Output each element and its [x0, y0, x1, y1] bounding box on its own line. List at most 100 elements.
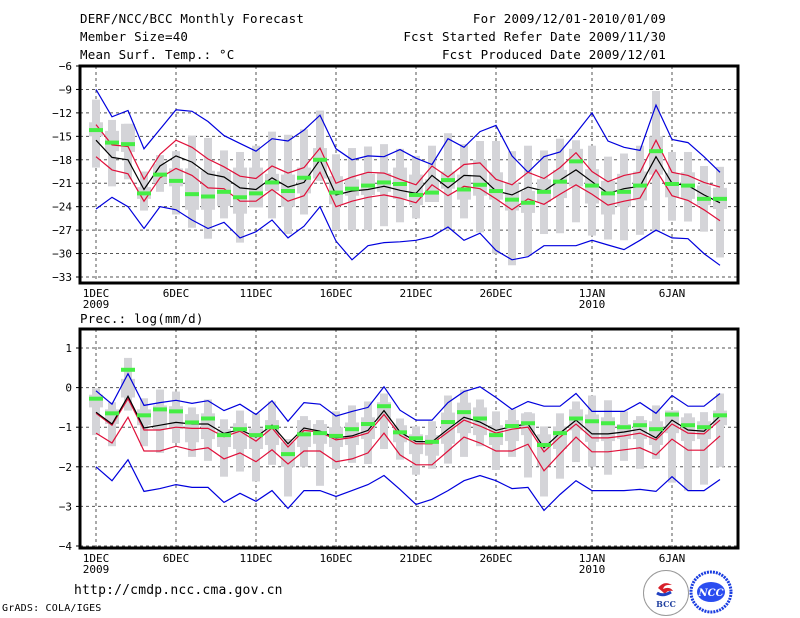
ncc-logo: NCC	[689, 570, 733, 614]
y-tick-label: 0	[65, 382, 72, 395]
median-marker	[185, 192, 199, 197]
produced-date: Fcst Produced Date 2009/12/01	[441, 47, 666, 62]
median-marker	[185, 420, 199, 425]
y-tick-label: −21	[52, 177, 72, 190]
y-tick-label: −4	[59, 540, 73, 553]
median-marker	[473, 416, 487, 421]
median-marker	[153, 407, 167, 412]
median-marker	[713, 196, 727, 201]
y-tick-label: −33	[52, 271, 72, 284]
median-marker	[409, 192, 423, 197]
x-tick-label: 1JAN	[579, 287, 606, 300]
median-marker	[601, 191, 615, 196]
y-tick-label: 1	[65, 342, 72, 355]
y-tick-label: −27	[52, 224, 72, 237]
source-url[interactable]: http://cmdp.ncc.cma.gov.cn	[74, 583, 283, 598]
precip-panel-label: Prec.: log(mm/d)	[80, 311, 204, 326]
member-range-bar	[700, 412, 708, 485]
median-marker	[505, 197, 519, 202]
median-marker	[681, 183, 695, 188]
forecast-period: For 2009/12/01-2010/01/09	[472, 11, 666, 26]
median-marker	[473, 182, 487, 187]
median-marker	[361, 422, 375, 427]
member-iqr-box	[89, 394, 103, 408]
median-marker	[441, 178, 455, 183]
median-marker	[249, 433, 263, 438]
median-marker	[233, 427, 247, 432]
x-tick-year: 2009	[83, 298, 110, 311]
member-iqr-box	[505, 183, 519, 211]
median-marker	[345, 427, 359, 432]
median-marker	[585, 419, 599, 424]
y-tick-label: −1	[59, 421, 72, 434]
median-marker	[537, 189, 551, 194]
y-tick-label: −2	[59, 461, 72, 474]
member-iqr-box	[537, 434, 551, 467]
x-tick-label: 26DEC	[479, 287, 512, 300]
median-marker	[569, 416, 583, 421]
plot-frame	[78, 64, 740, 285]
median-marker	[169, 178, 183, 183]
median-marker	[281, 452, 295, 457]
lower-inner-line	[95, 156, 721, 222]
median-marker	[393, 430, 407, 435]
member-range-bar	[716, 166, 724, 258]
median-marker	[457, 410, 471, 415]
x-tick-label: 11DEC	[239, 552, 272, 565]
median-marker	[537, 443, 551, 448]
member-range-bar	[108, 119, 116, 187]
x-tick-year: 2010	[579, 563, 606, 576]
x-tick-label: 1JAN	[579, 552, 606, 565]
median-marker	[713, 413, 727, 418]
median-marker	[665, 412, 679, 417]
median-marker	[329, 190, 343, 195]
median-marker	[217, 189, 231, 194]
x-tick-label: 6DEC	[163, 287, 190, 300]
y-tick-label: −15	[52, 130, 72, 143]
median-marker	[377, 180, 391, 185]
x-tick-label: 1DEC	[83, 552, 110, 565]
lower-outer-line	[95, 458, 721, 512]
median-marker	[249, 191, 263, 196]
y-tick-label: −12	[52, 107, 72, 120]
median-marker	[393, 182, 407, 187]
median-marker	[105, 140, 119, 145]
median-marker	[617, 189, 631, 194]
x-tick-label: 26DEC	[479, 552, 512, 565]
member-size: Member Size=40	[80, 29, 189, 44]
median-marker	[345, 186, 359, 191]
median-marker	[201, 194, 215, 199]
median-marker	[121, 142, 135, 147]
member-iqr-box	[473, 407, 487, 436]
member-range-bar	[716, 393, 724, 467]
median-marker	[153, 172, 167, 177]
median-marker	[89, 128, 103, 133]
median-marker	[489, 433, 503, 438]
member-iqr-box	[329, 176, 343, 205]
x-tick-label: 16DEC	[319, 287, 352, 300]
member-iqr-box	[713, 410, 727, 426]
median-marker	[121, 367, 135, 372]
member-range-bar	[572, 401, 580, 463]
median-marker	[297, 432, 311, 437]
member-iqr-box	[121, 378, 135, 398]
median-marker	[617, 425, 631, 430]
x-tick-year: 2009	[83, 563, 110, 576]
median-marker	[217, 433, 231, 438]
median-marker	[697, 196, 711, 201]
x-tick-year: 2010	[579, 298, 606, 311]
member-range-bar	[220, 419, 228, 477]
x-tick-label: 21DEC	[399, 552, 432, 565]
median-marker	[105, 411, 119, 416]
median-marker	[521, 421, 535, 426]
median-marker	[361, 183, 375, 188]
y-tick-label: −18	[52, 154, 72, 167]
median-marker	[425, 190, 439, 195]
median-marker	[505, 424, 519, 429]
median-marker	[313, 431, 327, 436]
bcc-logo-text: BCC	[656, 599, 676, 609]
member-iqr-box	[681, 417, 695, 442]
median-marker	[137, 413, 151, 418]
median-marker	[137, 191, 151, 196]
y-tick-label: −24	[52, 201, 72, 214]
